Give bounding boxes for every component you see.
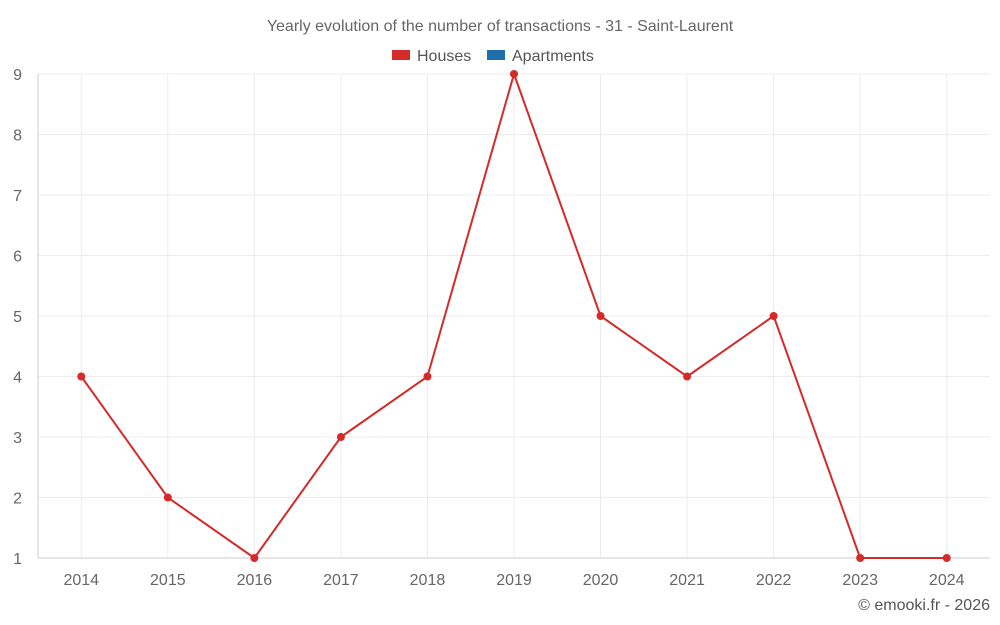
data-point[interactable] (856, 554, 865, 562)
legend-swatch-apartments (487, 50, 505, 60)
data-point[interactable] (163, 493, 172, 502)
data-point[interactable] (769, 312, 778, 320)
y-tick-label: 3 (13, 430, 22, 447)
chart-title: Yearly evolution of the number of transa… (267, 18, 734, 35)
y-tick-label: 6 (13, 249, 22, 266)
data-point[interactable] (423, 372, 432, 381)
y-tick-label: 7 (13, 188, 22, 205)
data-point[interactable] (77, 372, 86, 381)
x-tick-label: 2024 (929, 572, 965, 589)
data-point[interactable] (250, 554, 259, 562)
x-tick-label: 2016 (237, 572, 273, 589)
grid (38, 73, 990, 558)
x-tick-label: 2023 (842, 572, 878, 589)
y-tick-label: 8 (13, 128, 22, 145)
x-tick-label: 2017 (323, 572, 359, 589)
x-tick-label: 2014 (63, 572, 99, 589)
y-tick-label: 4 (13, 370, 22, 387)
data-point[interactable] (510, 70, 518, 78)
x-tick-label: 2018 (410, 572, 446, 589)
y-tick-label: 1 (13, 551, 22, 568)
legend-label-houses: Houses (417, 48, 471, 65)
data-point[interactable] (336, 433, 345, 441)
x-tick-label: 2022 (756, 572, 792, 589)
credit-text: © emooki.fr - 2026 (858, 597, 990, 614)
x-tick-label: 2021 (669, 572, 705, 589)
data-point[interactable] (683, 372, 692, 381)
x-tick-label: 2015 (150, 572, 186, 589)
x-tick-label: 2020 (583, 572, 619, 589)
legend-label-apartments: Apartments (512, 48, 594, 65)
legend: Houses Apartments (392, 48, 594, 65)
legend-item-houses[interactable]: Houses (392, 48, 471, 65)
y-tick-label: 9 (13, 67, 22, 84)
series-houses (77, 70, 951, 562)
data-point[interactable] (942, 554, 951, 562)
legend-item-apartments[interactable]: Apartments (487, 48, 594, 65)
axes: 1 2 3 4 5 6 7 8 9 2014 2015 2016 2017 2018 2019 2020 202… (13, 67, 990, 589)
y-tick-label: 5 (13, 309, 22, 326)
y-tick-label: 2 (13, 491, 22, 508)
data-point[interactable] (596, 312, 605, 320)
legend-swatch-houses (392, 50, 410, 60)
x-tick-label: 2019 (496, 572, 532, 589)
